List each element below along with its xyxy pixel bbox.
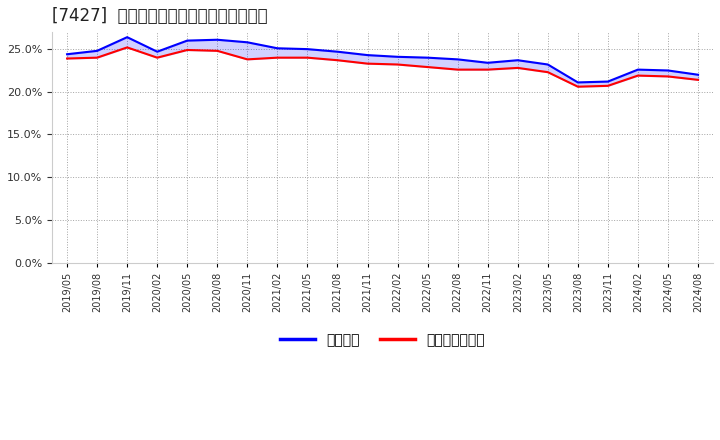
固定長期適合率 [393,62,402,67]
固定長期適合率 [243,57,252,62]
Line: 固定長期適合率: 固定長期適合率 [67,48,698,87]
固定比率 [363,52,372,58]
固定比率 [183,38,192,43]
固定長期適合率 [123,45,132,50]
固定比率 [123,34,132,40]
固定比率 [693,72,702,77]
固定比率 [153,49,161,54]
固定長期適合率 [153,55,161,60]
固定長期適合率 [333,58,342,63]
固定比率 [393,54,402,59]
固定長期適合率 [544,70,552,75]
固定長期適合率 [454,67,462,72]
固定比率 [574,80,582,85]
固定比率 [544,62,552,67]
固定比率 [213,37,222,42]
固定長期適合率 [303,55,312,60]
固定長期適合率 [634,73,642,78]
固定比率 [603,79,612,84]
固定長期適合率 [574,84,582,89]
固定比率 [273,46,282,51]
固定長期適合率 [483,67,492,72]
固定比率 [483,60,492,66]
固定長期適合率 [363,61,372,66]
固定比率 [63,51,71,57]
固定長期適合率 [423,64,432,70]
固定比率 [454,57,462,62]
固定長期適合率 [273,55,282,60]
Legend: 固定比率, 固定長期適合率: 固定比率, 固定長期適合率 [275,327,490,352]
固定比率 [333,49,342,54]
固定長期適合率 [63,56,71,61]
固定比率 [423,55,432,60]
固定比率 [513,58,522,63]
固定比率 [93,48,102,54]
固定長期適合率 [93,55,102,60]
Line: 固定比率: 固定比率 [67,37,698,82]
固定長期適合率 [693,77,702,82]
固定長期適合率 [213,48,222,54]
固定長期適合率 [603,83,612,88]
固定比率 [664,68,672,73]
固定長期適合率 [513,65,522,70]
Text: [7427]  固定比率、固定長期適合率の推移: [7427] 固定比率、固定長期適合率の推移 [52,7,268,25]
固定比率 [634,67,642,72]
固定比率 [303,47,312,52]
固定長期適合率 [183,48,192,53]
固定長期適合率 [664,74,672,79]
固定比率 [243,40,252,45]
